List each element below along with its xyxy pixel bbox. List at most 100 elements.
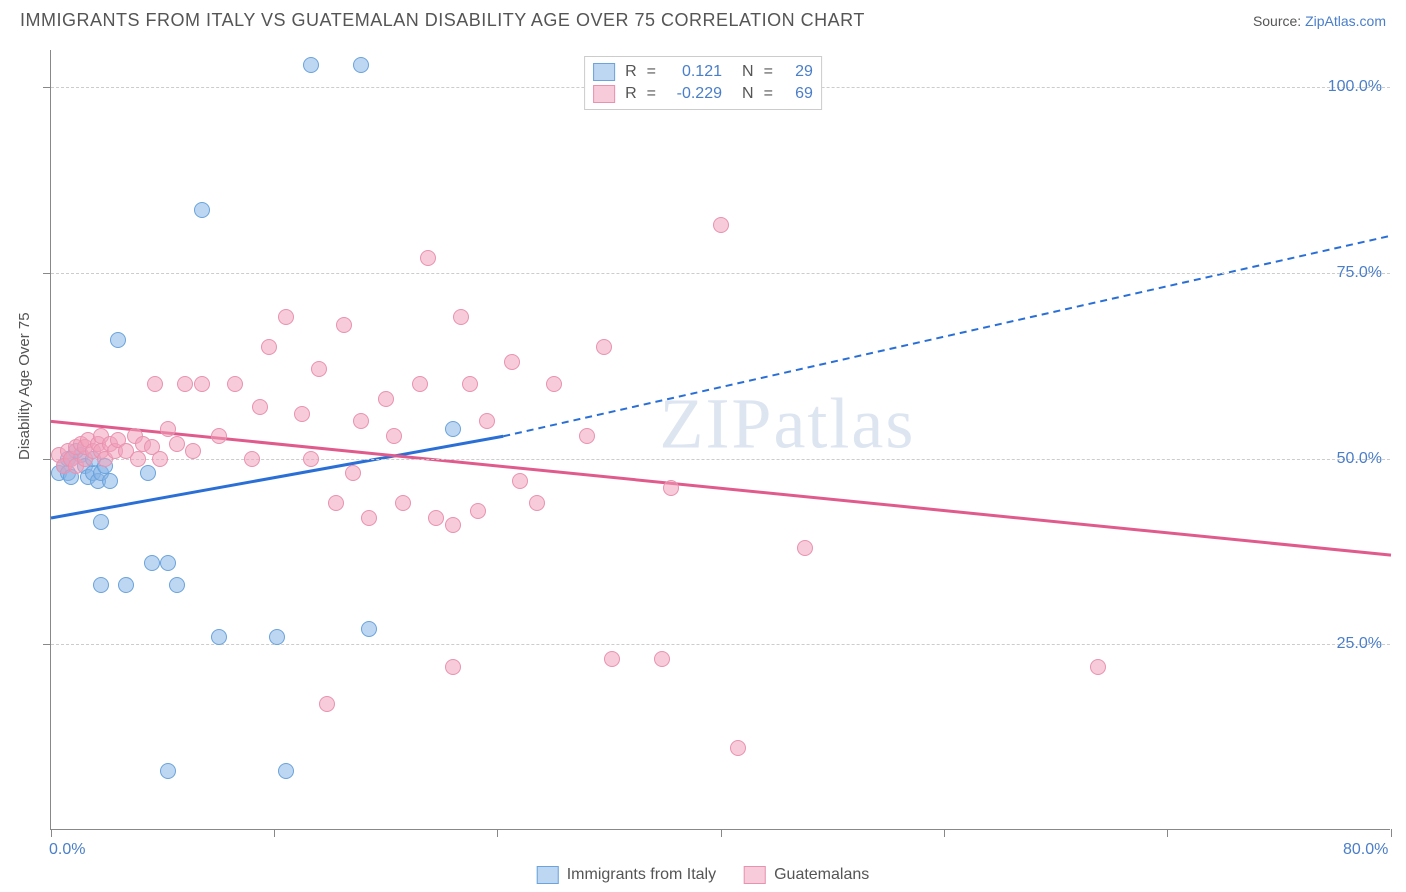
- x-tick: [497, 829, 498, 837]
- x-tick-label: 0.0%: [49, 841, 85, 859]
- data-point: [110, 332, 126, 348]
- data-point: [211, 428, 227, 444]
- data-point: [504, 354, 520, 370]
- stats-row: R = 0.121 N = 29: [593, 61, 813, 83]
- data-point: [479, 413, 495, 429]
- data-point: [604, 651, 620, 667]
- data-point: [160, 763, 176, 779]
- eq: =: [647, 63, 656, 81]
- y-tick-label: 50.0%: [1337, 450, 1382, 468]
- legend-item: Guatemalans: [744, 866, 869, 884]
- data-point: [140, 465, 156, 481]
- x-tick: [721, 829, 722, 837]
- data-point: [160, 555, 176, 571]
- y-tick-label: 100.0%: [1328, 78, 1382, 96]
- data-point: [1090, 659, 1106, 675]
- correlation-stats-legend: R = 0.121 N = 29R = -0.229 N = 69: [584, 56, 822, 110]
- series-legend: Immigrants from Italy Guatemalans: [537, 866, 870, 884]
- legend-label: Guatemalans: [774, 866, 869, 884]
- gridline: [51, 644, 1390, 645]
- source-label: Source:: [1253, 13, 1305, 29]
- x-tick: [1167, 829, 1168, 837]
- data-point: [713, 217, 729, 233]
- legend-swatch: [593, 63, 615, 81]
- data-point: [654, 651, 670, 667]
- data-point: [152, 451, 168, 467]
- data-point: [361, 510, 377, 526]
- x-tick-label: 80.0%: [1343, 841, 1388, 859]
- data-point: [579, 428, 595, 444]
- data-point: [663, 480, 679, 496]
- data-point: [470, 503, 486, 519]
- legend-swatch: [744, 866, 766, 884]
- eq: =: [647, 85, 656, 103]
- data-point: [428, 510, 444, 526]
- data-point: [294, 406, 310, 422]
- data-point: [445, 517, 461, 533]
- watermark: ZIPatlas: [659, 382, 915, 465]
- data-point: [93, 577, 109, 593]
- r-value: -0.229: [666, 85, 722, 103]
- data-point: [269, 629, 285, 645]
- data-point: [311, 361, 327, 377]
- x-tick: [944, 829, 945, 837]
- data-point: [445, 659, 461, 675]
- legend-label: Immigrants from Italy: [567, 866, 716, 884]
- r-label: R: [625, 63, 637, 81]
- n-value: 29: [783, 63, 813, 81]
- data-point: [395, 495, 411, 511]
- data-point: [420, 250, 436, 266]
- data-point: [353, 57, 369, 73]
- data-point: [546, 376, 562, 392]
- n-label: N: [742, 63, 754, 81]
- data-point: [303, 451, 319, 467]
- legend-swatch: [537, 866, 559, 884]
- eq: =: [764, 63, 773, 81]
- data-point: [596, 339, 612, 355]
- data-point: [185, 443, 201, 459]
- data-point: [177, 376, 193, 392]
- y-tick-label: 25.0%: [1337, 635, 1382, 653]
- gridline: [51, 273, 1390, 274]
- data-point: [386, 428, 402, 444]
- data-point: [102, 473, 118, 489]
- y-tick: [43, 459, 51, 460]
- n-value: 69: [783, 85, 813, 103]
- chart-plot-area: ZIPatlas 25.0%50.0%75.0%100.0%0.0%80.0%: [50, 50, 1390, 830]
- data-point: [378, 391, 394, 407]
- data-point: [194, 376, 210, 392]
- data-point: [147, 376, 163, 392]
- trend-lines-layer: [51, 50, 1390, 829]
- x-tick: [51, 829, 52, 837]
- data-point: [797, 540, 813, 556]
- data-point: [278, 309, 294, 325]
- y-tick: [43, 273, 51, 274]
- data-point: [412, 376, 428, 392]
- source-attribution: Source: ZipAtlas.com: [1253, 13, 1386, 29]
- data-point: [453, 309, 469, 325]
- data-point: [252, 399, 268, 415]
- data-point: [211, 629, 227, 645]
- r-value: 0.121: [666, 63, 722, 81]
- y-tick: [43, 87, 51, 88]
- data-point: [160, 421, 176, 437]
- data-point: [336, 317, 352, 333]
- y-axis-label: Disability Age Over 75: [16, 312, 33, 460]
- data-point: [93, 514, 109, 530]
- data-point: [227, 376, 243, 392]
- source-link[interactable]: ZipAtlas.com: [1305, 13, 1386, 29]
- data-point: [512, 473, 528, 489]
- chart-title: IMMIGRANTS FROM ITALY VS GUATEMALAN DISA…: [20, 10, 865, 31]
- data-point: [361, 621, 377, 637]
- data-point: [169, 436, 185, 452]
- data-point: [261, 339, 277, 355]
- data-point: [730, 740, 746, 756]
- data-point: [169, 577, 185, 593]
- x-tick: [274, 829, 275, 837]
- data-point: [144, 555, 160, 571]
- legend-item: Immigrants from Italy: [537, 866, 716, 884]
- data-point: [130, 451, 146, 467]
- x-tick: [1391, 829, 1392, 837]
- data-point: [118, 577, 134, 593]
- data-point: [303, 57, 319, 73]
